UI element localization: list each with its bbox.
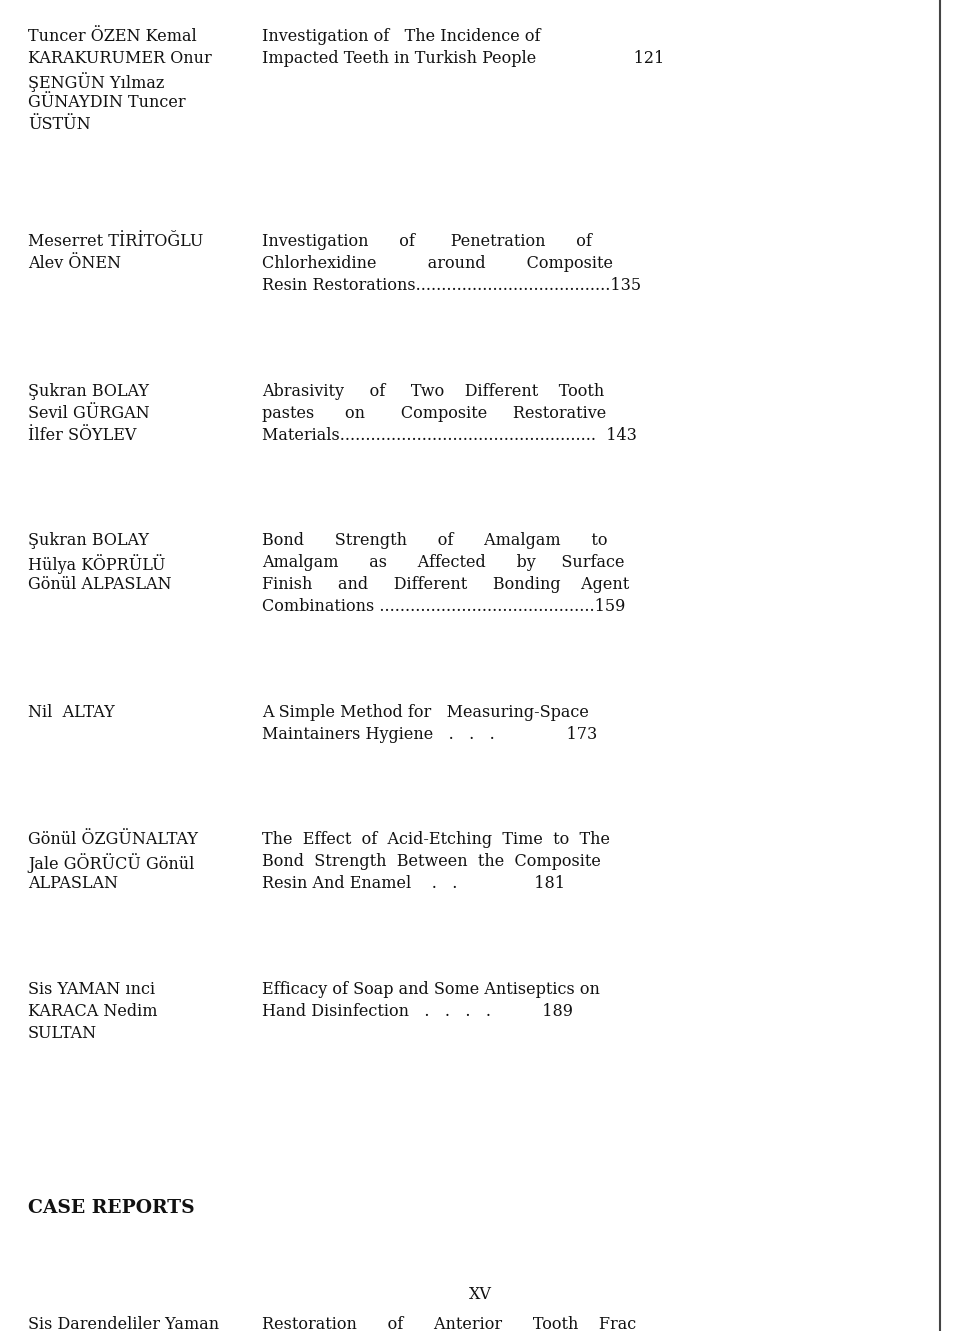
Text: Chlorhexidine          around        Composite: Chlorhexidine around Composite: [262, 256, 613, 272]
Text: Investigation of   The Incidence of: Investigation of The Incidence of: [262, 28, 540, 45]
Text: Amalgam      as      Affected      by     Surface: Amalgam as Affected by Surface: [262, 554, 625, 571]
Text: Bond  Strength  Between  the  Composite: Bond Strength Between the Composite: [262, 853, 601, 870]
Text: Resin Restorations......................................135: Resin Restorations......................…: [262, 277, 641, 294]
Text: Alev ÖNEN: Alev ÖNEN: [28, 256, 121, 272]
Text: ŞENGÜN Yılmaz: ŞENGÜN Yılmaz: [28, 72, 164, 92]
Text: Maintainers Hygiene   .   .   .              173: Maintainers Hygiene . . . 173: [262, 725, 597, 743]
Text: Şukran BOLAY: Şukran BOLAY: [28, 532, 149, 550]
Text: Tuncer ÖZEN Kemal: Tuncer ÖZEN Kemal: [28, 28, 197, 45]
Text: Finish     and     Different     Bonding    Agent: Finish and Different Bonding Agent: [262, 576, 629, 594]
Text: CASE REPORTS: CASE REPORTS: [28, 1199, 195, 1217]
Text: ALPASLAN: ALPASLAN: [28, 876, 118, 892]
Text: Hand Disinfection   .   .   .   .          189: Hand Disinfection . . . . 189: [262, 1004, 573, 1020]
Text: The  Effect  of  Acid-Etching  Time  to  The: The Effect of Acid-Etching Time to The: [262, 832, 610, 848]
Text: Resin And Enamel    .   .               181: Resin And Enamel . . 181: [262, 876, 565, 892]
Text: A Simple Method for   Measuring-Space: A Simple Method for Measuring-Space: [262, 704, 588, 721]
Text: Jale GÖRÜCÜ Gönül: Jale GÖRÜCÜ Gönül: [28, 853, 194, 873]
Text: Meserret TİRİTOĞLU: Meserret TİRİTOĞLU: [28, 233, 204, 250]
Text: Gönül ALPASLAN: Gönül ALPASLAN: [28, 576, 172, 594]
Text: KARAKURUMER Onur: KARAKURUMER Onur: [28, 51, 212, 67]
Text: Sis Darendeliler Yaman: Sis Darendeliler Yaman: [28, 1316, 219, 1331]
Text: Restoration      of      Anterior      Tooth    Frac: Restoration of Anterior Tooth Frac: [262, 1316, 636, 1331]
Text: Efficacy of Soap and Some Antiseptics on: Efficacy of Soap and Some Antiseptics on: [262, 981, 600, 998]
Text: Sevil GÜRGAN: Sevil GÜRGAN: [28, 405, 150, 422]
Text: Impacted Teeth in Turkish People                   121: Impacted Teeth in Turkish People 121: [262, 51, 664, 67]
Text: İlfer SÖYLEV: İlfer SÖYLEV: [28, 427, 136, 443]
Text: SULTAN: SULTAN: [28, 1025, 97, 1042]
Text: Investigation      of       Penetration      of: Investigation of Penetration of: [262, 233, 592, 250]
Text: Nil  ALTAY: Nil ALTAY: [28, 704, 115, 721]
Text: Bond      Strength      of      Amalgam      to: Bond Strength of Amalgam to: [262, 532, 608, 550]
Text: Sis YAMAN ınci: Sis YAMAN ınci: [28, 981, 156, 998]
Text: Abrasivity     of     Two    Different    Tooth: Abrasivity of Two Different Tooth: [262, 382, 604, 399]
Text: pastes      on       Composite     Restorative: pastes on Composite Restorative: [262, 405, 607, 422]
Text: ÜSTÜN: ÜSTÜN: [28, 116, 90, 133]
Text: Combinations ..........................................159: Combinations ...........................…: [262, 598, 625, 615]
Text: XV: XV: [468, 1286, 492, 1303]
Text: Materials..................................................  143: Materials...............................…: [262, 427, 636, 443]
Text: KARACA Nedim: KARACA Nedim: [28, 1004, 157, 1020]
Text: Gönül ÖZGÜNALTAY: Gönül ÖZGÜNALTAY: [28, 832, 198, 848]
Text: GÜNAYDIN Tuncer: GÜNAYDIN Tuncer: [28, 95, 185, 110]
Text: Şukran BOLAY: Şukran BOLAY: [28, 382, 149, 399]
Text: Hülya KÖPRÜLÜ: Hülya KÖPRÜLÜ: [28, 554, 165, 574]
